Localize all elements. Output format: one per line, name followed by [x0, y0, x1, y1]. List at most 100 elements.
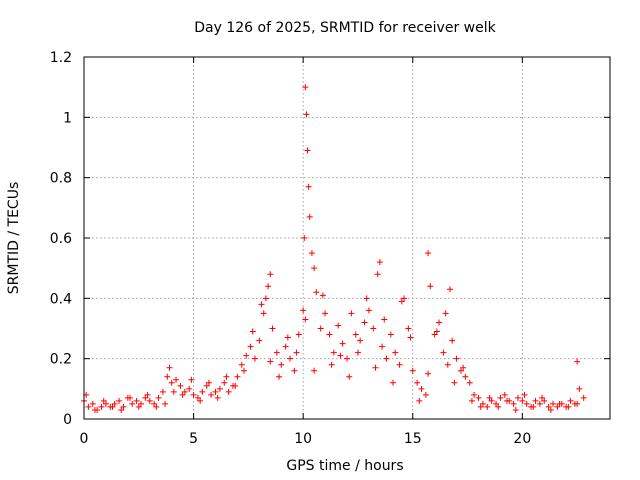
- data-point: [381, 316, 388, 323]
- data-point: [326, 331, 333, 338]
- data-point: [396, 361, 403, 368]
- data-point: [109, 403, 116, 410]
- data-point: [249, 328, 256, 335]
- data-point: [303, 111, 310, 118]
- data-point: [311, 367, 318, 374]
- x-tick-label: 0: [80, 431, 89, 447]
- data-point: [295, 331, 302, 338]
- data-point: [466, 379, 473, 386]
- data-point: [111, 400, 118, 407]
- data-point: [319, 292, 326, 299]
- data-point: [337, 352, 344, 359]
- data-point: [232, 382, 239, 389]
- data-point: [361, 319, 368, 326]
- data-point: [493, 400, 500, 407]
- data-point: [159, 388, 166, 395]
- data-point: [539, 394, 546, 401]
- data-point: [444, 361, 451, 368]
- data-point: [146, 397, 153, 404]
- data-point: [556, 400, 563, 407]
- data-point: [425, 250, 432, 257]
- data-point: [497, 394, 504, 401]
- data-point: [457, 367, 464, 374]
- data-point: [188, 376, 195, 383]
- data-point: [574, 400, 581, 407]
- data-point: [503, 397, 510, 404]
- data-point: [267, 271, 274, 278]
- data-point: [164, 373, 171, 380]
- data-point: [576, 385, 583, 392]
- data-point: [379, 343, 386, 350]
- y-axis-label: SRMTID / TECUs: [6, 182, 22, 295]
- data-point: [486, 394, 493, 401]
- data-point: [512, 406, 519, 413]
- data-point: [177, 382, 184, 389]
- data-point: [390, 379, 397, 386]
- y-tick-label: 0.2: [50, 352, 72, 368]
- data-point: [495, 403, 502, 410]
- data-point: [291, 367, 298, 374]
- data-point: [523, 400, 530, 407]
- data-point: [431, 331, 438, 338]
- data-point: [418, 385, 425, 392]
- y-tick-label: 1: [63, 110, 72, 126]
- data-point: [440, 349, 447, 356]
- data-point: [306, 213, 313, 220]
- data-point: [416, 397, 423, 404]
- data-point: [344, 355, 350, 362]
- data-point: [278, 361, 285, 368]
- data-point: [221, 379, 228, 386]
- data-point: [372, 364, 379, 371]
- data-point: [365, 307, 372, 314]
- y-tick-label: 0.4: [50, 291, 72, 307]
- data-point: [554, 403, 561, 410]
- x-tick-label: 10: [294, 431, 312, 447]
- data-point: [240, 367, 247, 374]
- data-point: [545, 403, 552, 410]
- data-point: [405, 325, 412, 332]
- y-tick-label: 1.2: [50, 50, 72, 66]
- data-point: [447, 286, 454, 293]
- data-point: [129, 400, 136, 407]
- data-point: [330, 349, 337, 356]
- data-point: [199, 388, 206, 395]
- data-point: [91, 406, 98, 413]
- data-point: [265, 283, 272, 290]
- data-point: [451, 379, 458, 386]
- data-point: [258, 301, 265, 308]
- data-point: [238, 361, 245, 368]
- data-point: [308, 250, 315, 257]
- data-point: [479, 400, 486, 407]
- chart-title: Day 126 of 2025, SRMTID for receiver wel…: [194, 20, 496, 36]
- data-point: [127, 394, 134, 401]
- data-point: [510, 400, 517, 407]
- data-point: [256, 337, 263, 344]
- data-point: [197, 397, 204, 404]
- y-tick-label: 0.6: [50, 231, 72, 247]
- data-point: [205, 379, 212, 386]
- y-tick-label: 0: [63, 412, 72, 428]
- data-point: [269, 325, 276, 332]
- data-point: [179, 391, 186, 398]
- data-point: [313, 289, 320, 296]
- data-point: [376, 259, 383, 266]
- data-point: [414, 379, 421, 386]
- data-point: [153, 403, 160, 410]
- data-point: [354, 349, 361, 356]
- data-point: [425, 370, 432, 377]
- data-point: [85, 403, 92, 410]
- data-point: [301, 235, 308, 241]
- data-point: [133, 397, 140, 404]
- data-point: [151, 400, 158, 407]
- data-point: [194, 394, 201, 401]
- data-point: [262, 295, 269, 302]
- data-point: [422, 391, 429, 398]
- data-point: [427, 283, 434, 290]
- data-point: [144, 391, 151, 398]
- data-point: [363, 295, 370, 302]
- data-point: [116, 397, 123, 404]
- data-point: [462, 373, 469, 380]
- data-point: [170, 388, 177, 395]
- data-point: [541, 397, 548, 404]
